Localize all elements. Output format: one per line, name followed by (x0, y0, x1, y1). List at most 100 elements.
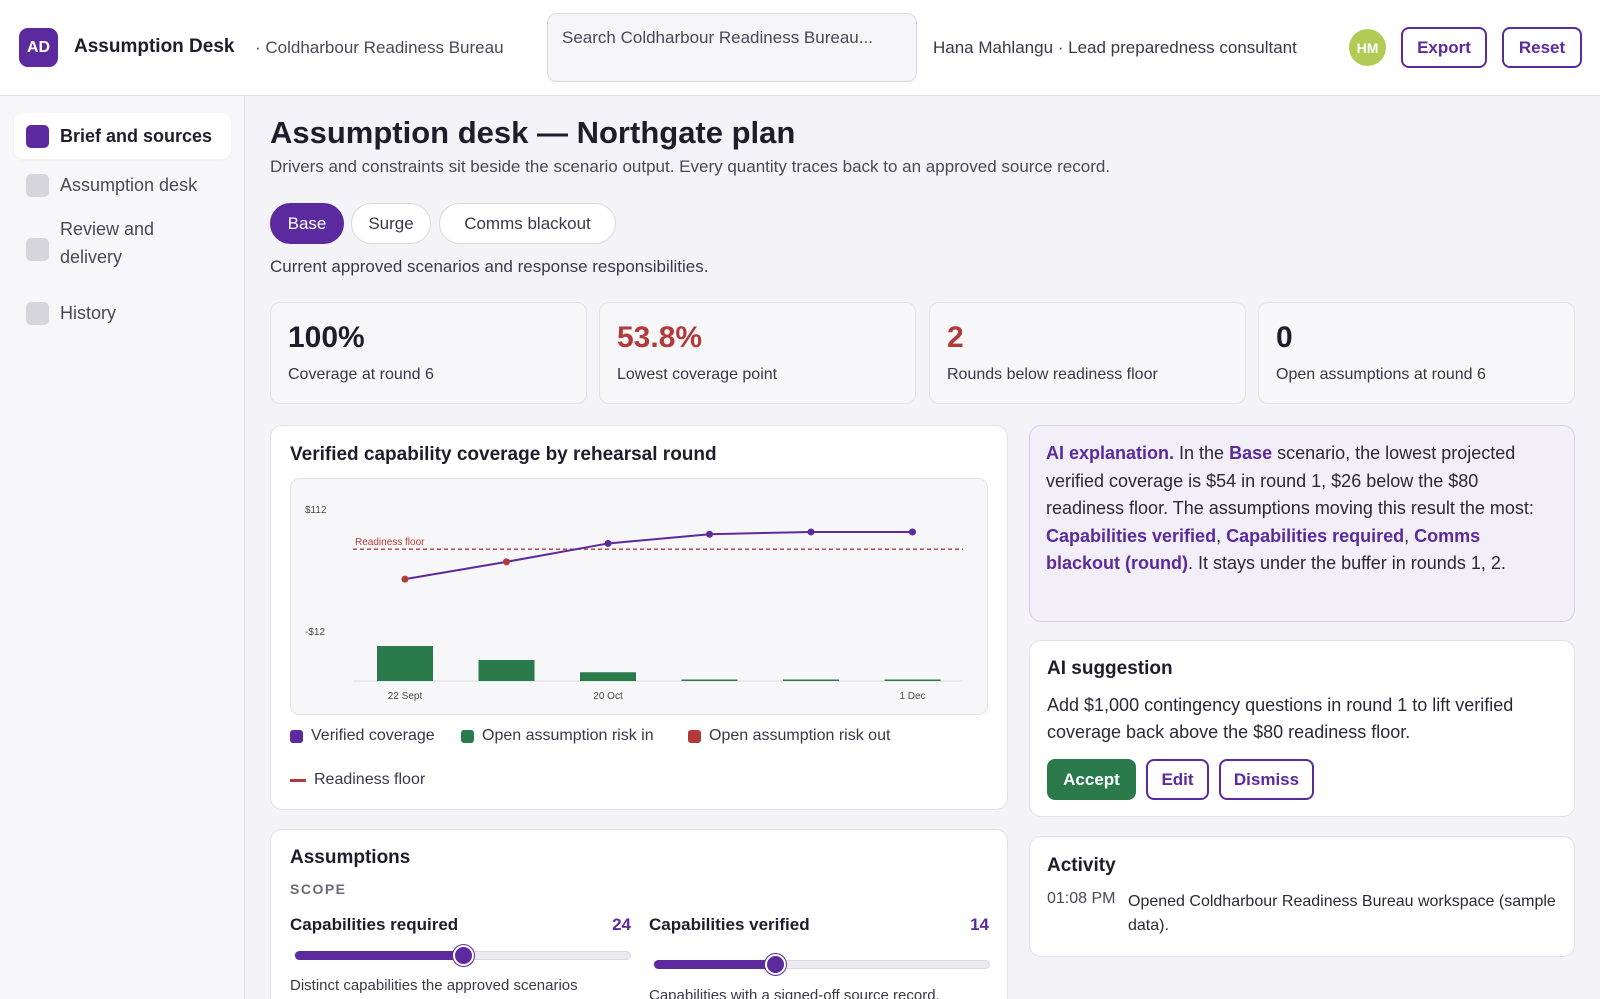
page-title: Assumption desk — Northgate plan (270, 115, 796, 150)
kpi-value: 100% (288, 321, 365, 354)
chart-area: $112 -$12 Readiness floor 22 Sept 20 Oct 1 De… (290, 478, 988, 715)
legend-label: Open assumption risk in (482, 727, 654, 744)
legend-floor: Readiness floor (290, 771, 425, 789)
kpi-value: 0 (1276, 321, 1293, 354)
coverage-line (404, 530, 913, 581)
legend-swatch (290, 729, 303, 743)
risk-in-bar (377, 646, 433, 681)
sidebar-item-review[interactable]: Review and delivery (14, 212, 231, 274)
capabilities-required-slider[interactable] (294, 945, 631, 966)
legend-swatch (688, 729, 701, 743)
sidebar-item-history[interactable]: History (14, 290, 231, 336)
assumption-link[interactable]: Comms blackout (round) (1046, 525, 1481, 574)
tab-comms-blackout[interactable]: Comms blackout (439, 203, 616, 244)
ai-suggestion-card: AI suggestion Add $1,000 contingency que… (1029, 640, 1575, 817)
slider-thumb[interactable] (765, 954, 786, 975)
ai-explanation-scenario: Base (1229, 443, 1273, 463)
sidebar: Brief and sources Assumption desk Review… (0, 96, 245, 999)
checkbox-icon (26, 125, 49, 148)
readiness-floor-label: Readiness floor (355, 537, 425, 548)
legend-label: Open assumption risk out (709, 727, 891, 744)
legend-swatch (290, 778, 306, 782)
ai-explanation-text: In the (1174, 443, 1230, 463)
export-button[interactable]: Export (1401, 27, 1487, 68)
sidebar-item-label: Brief and sources (60, 126, 213, 146)
coverage-point (401, 575, 409, 583)
legend-label: Verified coverage (311, 727, 435, 744)
slider-fill (654, 960, 775, 969)
y-tick-label: $112 (305, 505, 327, 516)
app-title: Assumption Desk (74, 36, 235, 57)
assumption-description: Capabilities with a signed-off source re… (649, 987, 940, 999)
scenario-caption: Current approved scenarios and response … (270, 257, 709, 276)
user-name: Hana Mahlangu · Lead preparedness consul… (933, 38, 1297, 57)
legend-risk-out: Open assumption risk out (688, 727, 890, 745)
kpi-card: 100% Coverage at round 6 (270, 302, 587, 404)
edit-button[interactable]: Edit (1146, 759, 1209, 800)
coverage-chart: $112 -$12 Readiness floor 22 Sept 20 Oct 1 De… (305, 505, 963, 702)
reset-button[interactable]: Reset (1502, 27, 1582, 68)
coverage-point (909, 528, 916, 536)
x-tick-label: 20 Oct (593, 691, 623, 702)
assumptions-card: Assumptions SCOPE Capabilities required … (270, 829, 1008, 999)
dismiss-button[interactable]: Dismiss (1219, 759, 1314, 800)
tab-base[interactable]: Base (270, 203, 344, 244)
ai-explanation-text: , (1216, 525, 1227, 546)
coverage-point (604, 539, 612, 547)
y-tick-label: -$12 (305, 627, 325, 638)
slider-thumb[interactable] (453, 945, 474, 966)
app-logo: AD (19, 28, 58, 67)
avatar[interactable]: HM (1349, 29, 1386, 66)
coverage-point (807, 528, 815, 536)
ai-explanation-card: AI explanation. In the Base scenario, th… (1029, 425, 1575, 622)
kpi-label: Rounds below readiness floor (947, 366, 1158, 383)
assumption-label: Capabilities verified (649, 915, 810, 934)
legend-label: Readiness floor (314, 771, 426, 788)
capabilities-verified-slider[interactable] (653, 954, 990, 975)
checkbox-icon (26, 238, 49, 261)
assumption-value: 14 (970, 915, 989, 934)
kpi-card: 0 Open assumptions at round 6 (1258, 302, 1575, 404)
legend-verified: Verified coverage (290, 727, 435, 745)
assumptions-title: Assumptions (290, 847, 411, 868)
activity-card: Activity 01:08 PM Opened Coldharbour Rea… (1029, 836, 1575, 957)
risk-in-bar (681, 679, 738, 681)
checkbox-icon (26, 302, 49, 325)
assumption-link[interactable]: Capabilities verified (1046, 525, 1217, 546)
sidebar-item-label: Assumption desk (60, 175, 198, 195)
accept-button[interactable]: Accept (1047, 759, 1136, 800)
risk-in-bar (884, 679, 941, 681)
tab-surge[interactable]: Surge (351, 203, 431, 244)
assumption-description: Distinct capabilities the approved scena… (290, 977, 578, 999)
assumption-label: Capabilities required (290, 915, 459, 934)
coverage-point (503, 558, 510, 566)
kpi-card: 53.8% Lowest coverage point (599, 302, 916, 404)
sidebar-item-brief[interactable]: Brief and sources (14, 113, 231, 159)
sidebar-item-assumption-desk[interactable]: Assumption desk (14, 162, 231, 208)
assumption-link[interactable]: Capabilities required (1226, 525, 1405, 546)
kpi-card: 2 Rounds below readiness floor (929, 302, 1246, 404)
activity-time: 01:08 PM (1047, 890, 1116, 907)
sidebar-item-label: History (60, 303, 117, 323)
kpi-value: 53.8% (617, 321, 703, 354)
slider-fill (295, 951, 463, 960)
ai-explanation-text: , (1404, 525, 1415, 546)
kpi-value: 2 (947, 321, 964, 354)
ai-explanation-text: . It stays under the buffer in rounds 1,… (1188, 553, 1506, 573)
page-subtitle: Drivers and constraints sit beside the s… (270, 157, 1111, 176)
legend-swatch (461, 729, 474, 743)
x-tick-label: 1 Dec (899, 691, 925, 702)
activity-title: Activity (1047, 855, 1116, 876)
chart-title: Verified capability coverage by rehearsa… (290, 444, 717, 465)
ai-suggestion-title: AI suggestion (1047, 658, 1173, 679)
ai-explanation-text: scenario, the lowest projected verified … (1046, 443, 1534, 518)
sidebar-item-label: Review and delivery (60, 219, 155, 267)
kpi-label: Open assumptions at round 6 (1276, 366, 1486, 383)
top-bar: AD Assumption Desk · Coldharbour Readine… (0, 0, 1600, 96)
risk-in-bar (478, 660, 535, 681)
organization-name: · Coldharbour Readiness Bureau (255, 38, 504, 57)
kpi-label: Coverage at round 6 (288, 366, 434, 383)
ai-explanation-lead: AI explanation. (1046, 443, 1175, 463)
search-input[interactable]: Search Coldharbour Readiness Bureau... (547, 13, 917, 82)
risk-in-bar (783, 679, 839, 681)
